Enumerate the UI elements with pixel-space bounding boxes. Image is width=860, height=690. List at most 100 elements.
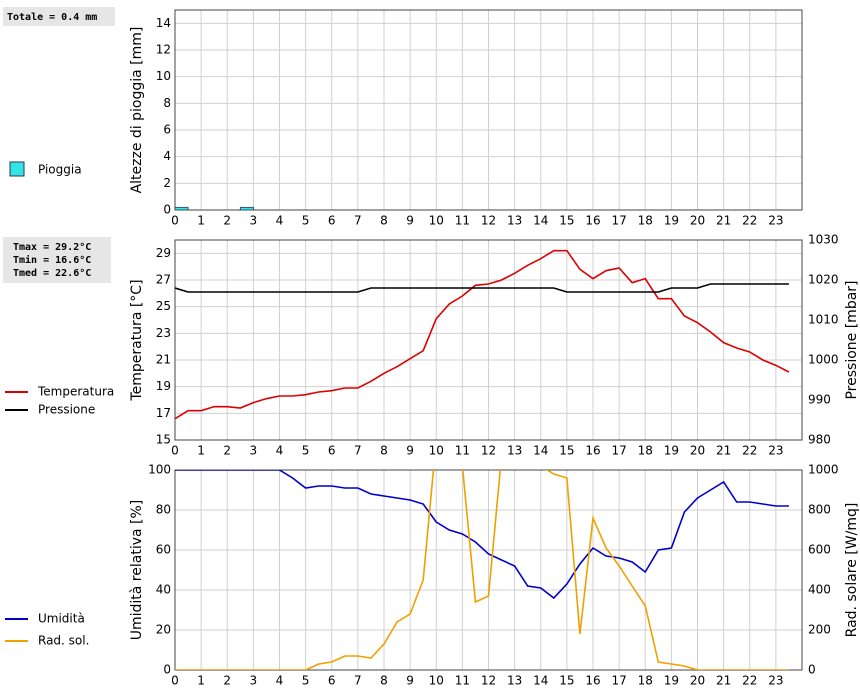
x-tick-label: 21 [716, 444, 731, 458]
x-tick-label: 0 [171, 444, 179, 458]
series-line [175, 249, 790, 420]
stat: Tmed = 22.6°C [13, 268, 91, 279]
x-tick-label: 11 [455, 444, 470, 458]
x-tick-label: 17 [611, 444, 626, 458]
y-tick-label: 6 [163, 123, 171, 137]
x-tick-label: 13 [507, 214, 522, 228]
y-axis-title: Umidità relativa [%] [129, 500, 145, 641]
x-tick-label: 23 [768, 444, 783, 458]
x-tick-label: 5 [302, 444, 310, 458]
x-tick-label: 14 [533, 674, 548, 688]
y-tick-label: 17 [156, 406, 171, 420]
x-tick-label: 8 [380, 674, 388, 688]
x-tick-label: 4 [276, 674, 284, 688]
x-tick-label: 23 [768, 214, 783, 228]
legend-label: Rad. sol. [38, 634, 89, 648]
y2-tick-label: 600 [808, 543, 831, 557]
stat: Tmax = 29.2°C [13, 242, 91, 253]
x-tick-label: 16 [585, 444, 600, 458]
x-tick-label: 17 [611, 214, 626, 228]
y-tick-label: 12 [156, 43, 171, 57]
x-tick-label: 6 [328, 674, 336, 688]
bar [239, 206, 254, 210]
x-tick-label: 15 [559, 444, 574, 458]
y2-tick-label: 1010 [808, 313, 839, 327]
y-tick-label: 4 [163, 149, 171, 163]
x-tick-label: 9 [406, 444, 414, 458]
legend-label: Pressione [38, 403, 95, 417]
x-tick-label: 12 [481, 444, 496, 458]
x-tick-label: 9 [406, 674, 414, 688]
x-tick-label: 8 [380, 214, 388, 228]
y2-tick-label: 0 [808, 663, 816, 677]
y-tick-label: 40 [156, 583, 171, 597]
y-tick-label: 15 [156, 433, 171, 447]
x-tick-label: 15 [559, 674, 574, 688]
x-tick-label: 16 [585, 214, 600, 228]
x-tick-label: 21 [716, 674, 731, 688]
x-tick-label: 2 [223, 214, 231, 228]
x-tick-label: 0 [171, 674, 179, 688]
x-tick-label: 2 [223, 444, 231, 458]
x-tick-label: 19 [664, 214, 679, 228]
y-axis-title: Altezze di pioggia [mm] [129, 27, 145, 194]
x-tick-label: 18 [638, 214, 653, 228]
y2-tick-label: 1030 [808, 233, 839, 247]
y2-tick-label: 200 [808, 623, 831, 637]
x-tick-label: 13 [507, 444, 522, 458]
y2-tick-label: 800 [808, 503, 831, 517]
series-line [175, 283, 789, 293]
y-tick-label: 0 [163, 203, 171, 217]
x-tick-label: 17 [611, 674, 626, 688]
y-tick-label: 27 [156, 273, 171, 287]
x-tick-label: 19 [664, 674, 679, 688]
x-tick-label: 21 [716, 214, 731, 228]
x-tick-label: 4 [276, 214, 284, 228]
x-tick-label: 19 [664, 444, 679, 458]
x-tick-label: 13 [507, 674, 522, 688]
x-tick-label: 1 [197, 444, 205, 458]
y-tick-label: 21 [156, 353, 171, 367]
y-tick-label: 8 [163, 96, 171, 110]
x-tick-label: 11 [455, 214, 470, 228]
x-tick-label: 5 [302, 214, 310, 228]
y2-tick-label: 1000 [808, 463, 839, 477]
x-tick-label: 1 [197, 674, 205, 688]
x-tick-label: 10 [429, 214, 444, 228]
x-tick-label: 23 [768, 674, 783, 688]
y-tick-label: 2 [163, 176, 171, 190]
x-tick-label: 2 [223, 674, 231, 688]
y2-axis-title: Rad. solare [W/mq] [844, 503, 860, 638]
y-tick-label: 60 [156, 543, 171, 557]
x-tick-label: 7 [354, 674, 362, 688]
y2-tick-label: 1000 [808, 353, 839, 367]
y2-tick-label: 990 [808, 393, 831, 407]
y-tick-label: 19 [156, 379, 171, 393]
bar [175, 206, 189, 210]
x-tick-label: 6 [328, 214, 336, 228]
x-tick-label: 7 [354, 214, 362, 228]
summary-box [3, 7, 115, 26]
x-tick-label: 10 [429, 674, 444, 688]
y-tick-label: 14 [156, 16, 171, 30]
rain-total: Totale = 0.4 mm [7, 12, 97, 23]
y2-tick-label: 400 [808, 583, 831, 597]
y-tick-label: 25 [156, 299, 171, 313]
y2-tick-label: 980 [808, 433, 831, 447]
plot-frame [174, 239, 803, 441]
x-tick-label: 12 [481, 214, 496, 228]
y2-axis-title: Pressione [mbar] [844, 280, 860, 399]
x-tick-label: 3 [250, 674, 258, 688]
y-tick-label: 20 [156, 623, 171, 637]
plot-frame [174, 9, 803, 211]
x-tick-label: 3 [250, 444, 258, 458]
x-tick-label: 4 [276, 444, 284, 458]
x-tick-label: 14 [533, 214, 548, 228]
series-line [175, 470, 789, 670]
x-tick-label: 16 [585, 674, 600, 688]
x-tick-label: 5 [302, 674, 310, 688]
y-tick-label: 23 [156, 326, 171, 340]
series-line [175, 470, 789, 600]
y-tick-label: 10 [156, 69, 171, 83]
x-tick-label: 22 [742, 214, 757, 228]
